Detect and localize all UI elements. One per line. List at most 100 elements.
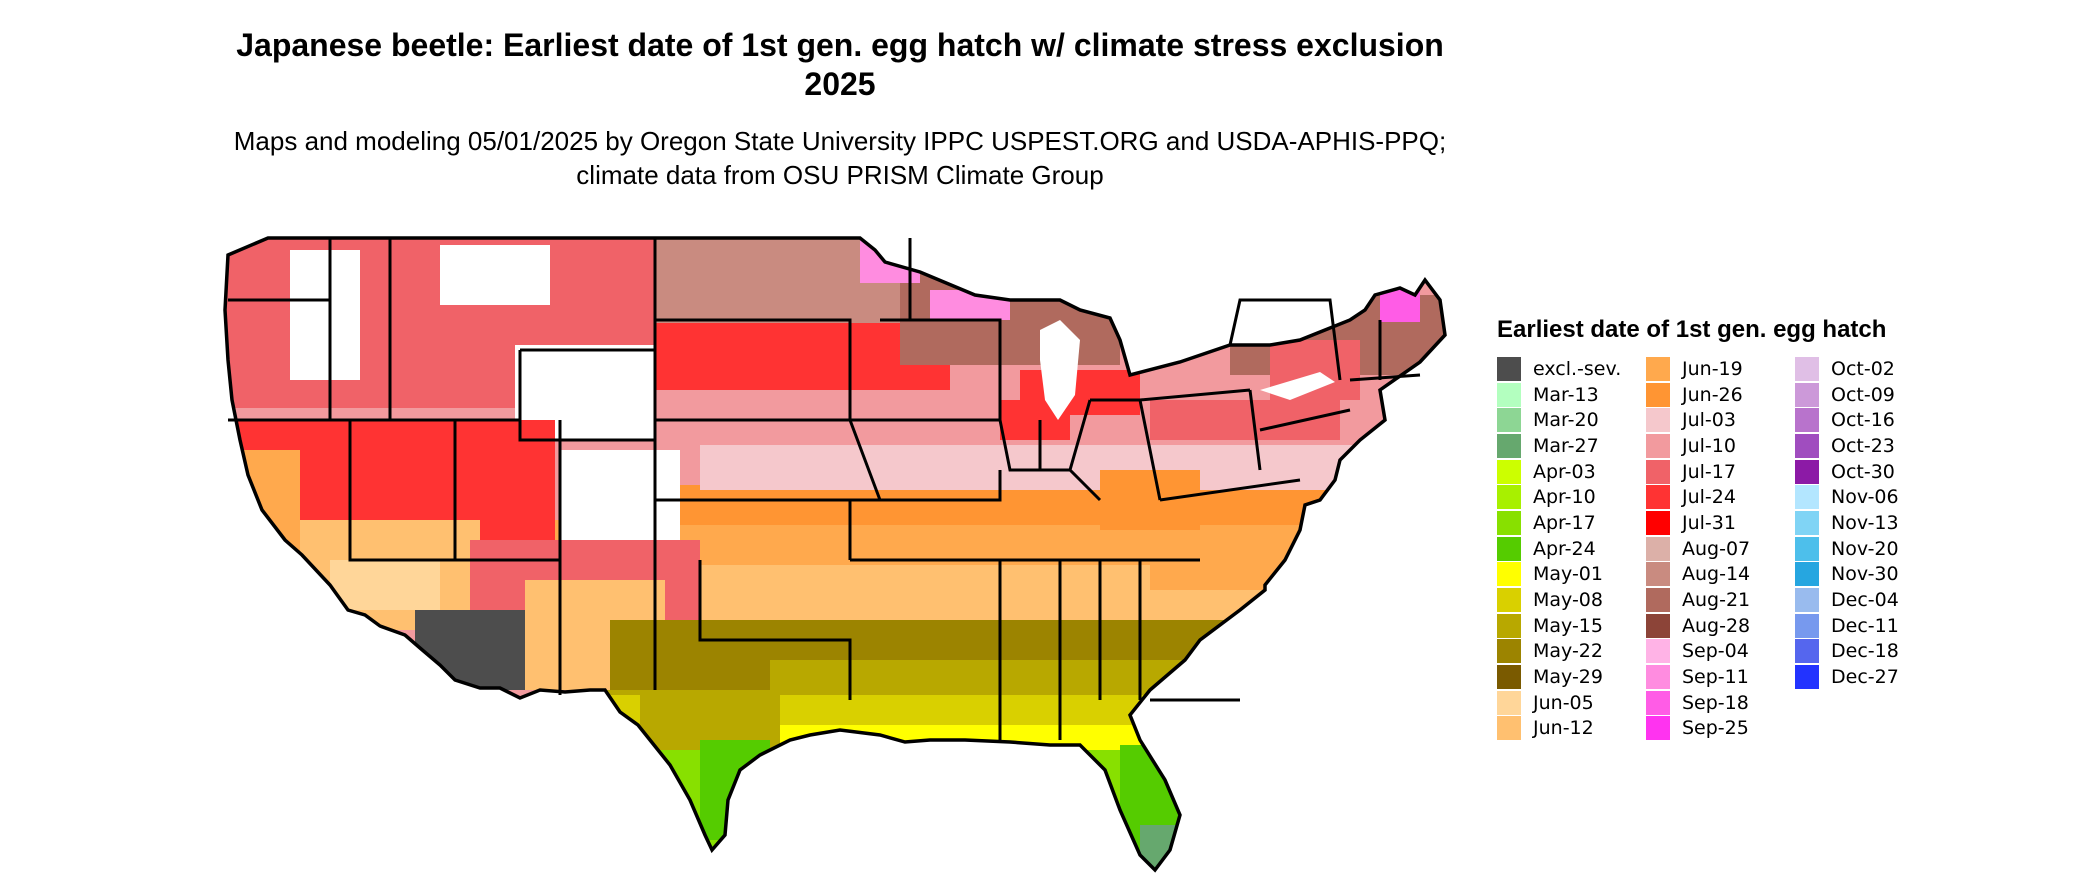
legend-swatch bbox=[1646, 562, 1670, 587]
legend-label: Sep-11 bbox=[1682, 666, 1749, 689]
legend-item: Jun-05 bbox=[1497, 690, 1646, 716]
legend-swatch bbox=[1497, 433, 1521, 458]
legend-item: Apr-03 bbox=[1497, 459, 1646, 485]
legend-swatch bbox=[1795, 588, 1819, 613]
legend-label: Jul-03 bbox=[1682, 409, 1736, 432]
legend-swatch bbox=[1795, 382, 1819, 407]
legend-item: Jun-19 bbox=[1646, 356, 1795, 382]
legend-item: Nov-30 bbox=[1795, 562, 1944, 588]
legend-swatch bbox=[1795, 665, 1819, 690]
legend-item: Aug-28 bbox=[1646, 613, 1795, 639]
legend-label: May-22 bbox=[1533, 640, 1603, 663]
legend: Earliest date of 1st gen. egg hatch excl… bbox=[1497, 316, 1977, 741]
legend-item: Oct-23 bbox=[1795, 433, 1944, 459]
legend-swatch bbox=[1795, 536, 1819, 561]
legend-swatch bbox=[1646, 433, 1670, 458]
legend-swatch bbox=[1497, 639, 1521, 664]
state-boundaries bbox=[228, 238, 1421, 740]
legend-label: Jun-26 bbox=[1682, 383, 1743, 406]
legend-label: Mar-20 bbox=[1533, 409, 1599, 432]
legend-label: May-15 bbox=[1533, 614, 1603, 637]
legend-swatch bbox=[1497, 665, 1521, 690]
legend-swatch bbox=[1497, 562, 1521, 587]
legend-label: May-29 bbox=[1533, 666, 1603, 689]
legend-item: Mar-27 bbox=[1497, 433, 1646, 459]
legend-column-1: excl.-sev. Mar-13 Mar-20 Mar-27 Apr-03 Apr-10… bbox=[1497, 356, 1646, 741]
legend-swatch bbox=[1497, 690, 1521, 715]
legend-label: May-08 bbox=[1533, 589, 1603, 612]
legend-label: Apr-10 bbox=[1533, 486, 1596, 509]
legend-label: Mar-27 bbox=[1533, 434, 1599, 457]
legend-label: Apr-17 bbox=[1533, 511, 1596, 534]
legend-label: Jun-19 bbox=[1682, 357, 1743, 380]
legend-item: Jun-12 bbox=[1497, 716, 1646, 742]
legend-swatch bbox=[1497, 382, 1521, 407]
legend-swatch bbox=[1497, 408, 1521, 433]
legend-swatch bbox=[1497, 716, 1521, 741]
legend-item: Jun-26 bbox=[1646, 382, 1795, 408]
legend-swatch bbox=[1497, 588, 1521, 613]
legend-swatch bbox=[1646, 408, 1670, 433]
legend-label: Dec-04 bbox=[1831, 589, 1899, 612]
legend-swatch bbox=[1795, 510, 1819, 535]
legend-label: excl.-sev. bbox=[1533, 357, 1622, 380]
legend-item: Apr-10 bbox=[1497, 484, 1646, 510]
legend-swatch bbox=[1497, 613, 1521, 638]
legend-swatch bbox=[1795, 613, 1819, 638]
legend-label: Jul-24 bbox=[1682, 486, 1736, 509]
legend-label: Nov-20 bbox=[1831, 537, 1899, 560]
legend-swatch bbox=[1646, 613, 1670, 638]
legend-label: Oct-30 bbox=[1831, 460, 1895, 483]
legend-swatch bbox=[1646, 690, 1670, 715]
legend-item: Mar-13 bbox=[1497, 382, 1646, 408]
legend-item: May-22 bbox=[1497, 639, 1646, 665]
legend-item: Jul-31 bbox=[1646, 510, 1795, 536]
legend-item: Nov-13 bbox=[1795, 510, 1944, 536]
legend-item: Apr-17 bbox=[1497, 510, 1646, 536]
legend-label: Apr-03 bbox=[1533, 460, 1596, 483]
legend-item: May-29 bbox=[1497, 664, 1646, 690]
legend-swatch bbox=[1497, 536, 1521, 561]
legend-item: Apr-24 bbox=[1497, 536, 1646, 562]
legend-label: May-01 bbox=[1533, 563, 1603, 586]
legend-item: Dec-18 bbox=[1795, 639, 1944, 665]
legend-item: Oct-30 bbox=[1795, 459, 1944, 485]
legend-swatch bbox=[1795, 408, 1819, 433]
legend-item: Jul-10 bbox=[1646, 433, 1795, 459]
legend-label: Jul-17 bbox=[1682, 460, 1736, 483]
legend-label: Nov-30 bbox=[1831, 563, 1899, 586]
legend-item: Sep-04 bbox=[1646, 639, 1795, 665]
legend-item: Sep-25 bbox=[1646, 716, 1795, 742]
map-subtitle: Maps and modeling 05/01/2025 by Oregon S… bbox=[233, 126, 1447, 190]
legend-title: Earliest date of 1st gen. egg hatch bbox=[1497, 316, 1887, 343]
legend-label: Oct-23 bbox=[1831, 434, 1895, 457]
legend-swatch bbox=[1795, 356, 1819, 381]
legend-swatch bbox=[1497, 485, 1521, 510]
legend-label: Mar-13 bbox=[1533, 383, 1599, 406]
legend-label: Aug-21 bbox=[1682, 589, 1751, 612]
legend-swatch bbox=[1646, 510, 1670, 535]
legend-item: Nov-06 bbox=[1795, 484, 1944, 510]
legend-item: Dec-11 bbox=[1795, 613, 1944, 639]
legend-item: excl.-sev. bbox=[1497, 356, 1646, 382]
legend-item: Aug-07 bbox=[1646, 536, 1795, 562]
legend-label: Aug-07 bbox=[1682, 537, 1751, 560]
legend-item: Mar-20 bbox=[1497, 407, 1646, 433]
legend-column-2: Jun-19 Jun-26 Jul-03 Jul-10 Jul-17 Jul-24 Jul-… bbox=[1646, 356, 1795, 741]
legend-swatch bbox=[1646, 639, 1670, 664]
map-title: Japanese beetle: Earliest date of 1st ge… bbox=[236, 27, 1444, 102]
lake-michigan bbox=[1040, 320, 1080, 420]
legend-swatch bbox=[1795, 433, 1819, 458]
legend-label: Jul-10 bbox=[1682, 434, 1736, 457]
legend-label: Aug-28 bbox=[1682, 614, 1751, 637]
legend-swatch bbox=[1795, 485, 1819, 510]
legend-label: Sep-18 bbox=[1682, 691, 1749, 714]
legend-swatch bbox=[1795, 562, 1819, 587]
legend-item: Jul-24 bbox=[1646, 484, 1795, 510]
legend-item: Oct-09 bbox=[1795, 382, 1944, 408]
legend-item: Dec-27 bbox=[1795, 664, 1944, 690]
legend-swatch bbox=[1497, 459, 1521, 484]
legend-label: Jul-31 bbox=[1682, 511, 1736, 534]
legend-label: Nov-13 bbox=[1831, 511, 1899, 534]
legend-item: Jul-17 bbox=[1646, 459, 1795, 485]
